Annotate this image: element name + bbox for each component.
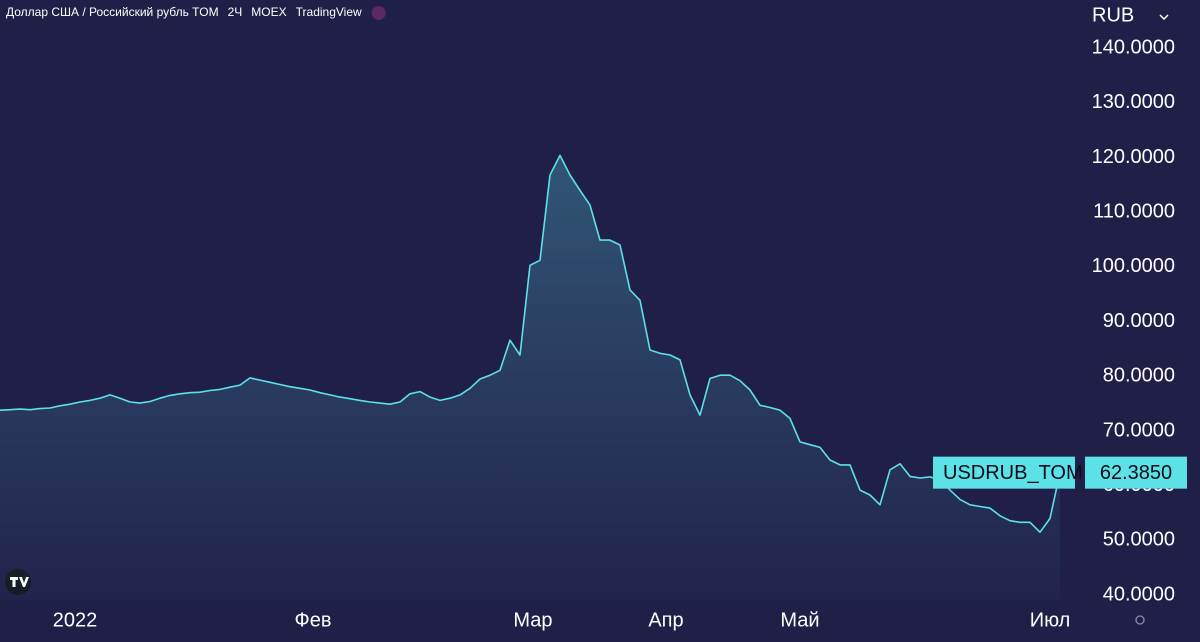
- y-tick-label: 90.0000: [1103, 310, 1175, 332]
- y-tick-label: 50.0000: [1103, 529, 1175, 551]
- y-tick-label: 110.0000: [1093, 200, 1175, 222]
- x-tick-label: Мар: [513, 609, 552, 631]
- menu-icon[interactable]: [371, 6, 386, 20]
- header-item: TradingView: [296, 5, 362, 19]
- series-tag-bg: [933, 456, 1075, 489]
- header: Доллар США / Российский рубль TOM 2Ч MOEX T…: [6, 5, 386, 20]
- x-tick-label: Апр: [648, 609, 683, 631]
- x-tick-label: Май: [780, 609, 819, 631]
- y-tick-label: 140.0000: [1092, 36, 1175, 58]
- currency[interactable]: RUB: [1092, 4, 1134, 26]
- y-tick-label: 40.0000: [1103, 583, 1175, 605]
- last-price-label: 62.3850: [1100, 462, 1172, 484]
- x-tick-label: Июл: [1030, 609, 1071, 631]
- y-tick-label: 70.0000: [1103, 419, 1175, 441]
- y-tick-label: 130.0000: [1092, 91, 1175, 113]
- series-tag: USDRUB_TOM: [943, 462, 1083, 484]
- header-item: 2Ч: [228, 5, 243, 19]
- header-item: Доллар США / Российский рубль TOM: [6, 5, 219, 19]
- y-tick-label: 100.0000: [1092, 255, 1175, 277]
- y-tick-label: 80.0000: [1103, 365, 1175, 387]
- y-tick-label: 120.0000: [1092, 146, 1175, 168]
- header-item: MOEX: [251, 5, 286, 19]
- settings-icon[interactable]: [1135, 615, 1145, 625]
- price-line: [0, 154, 1061, 533]
- x-tick-label: Фев: [295, 609, 332, 631]
- last-price-bg: [1085, 456, 1187, 489]
- x-tick-label: 2022: [53, 609, 98, 631]
- area-fill: [0, 155, 1060, 601]
- currency-dropdown[interactable]: [1159, 14, 1169, 21]
